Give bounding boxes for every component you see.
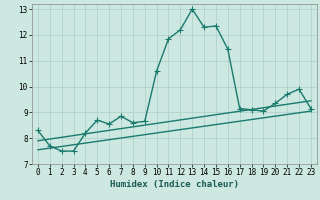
- X-axis label: Humidex (Indice chaleur): Humidex (Indice chaleur): [110, 180, 239, 189]
